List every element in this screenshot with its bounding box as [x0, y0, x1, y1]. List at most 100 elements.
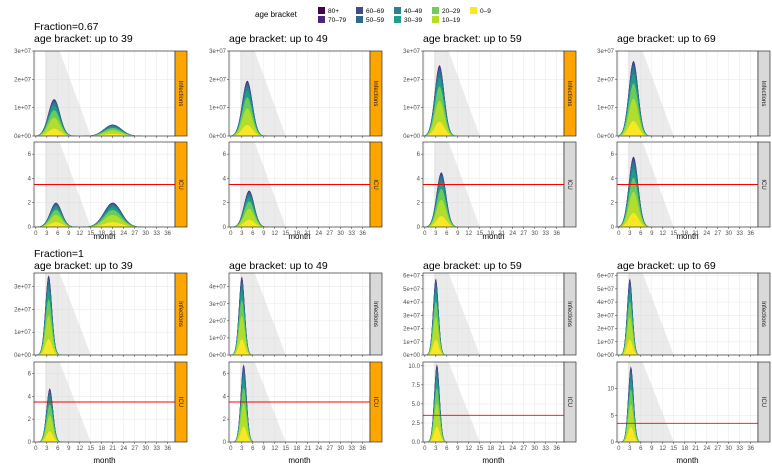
panel-background — [617, 273, 758, 355]
x-tick-label: 36 — [747, 446, 754, 452]
y-tick-label: 2e+07 — [209, 319, 227, 325]
x-tick-label: 24 — [703, 231, 710, 237]
legend-key-swatch — [318, 7, 325, 14]
y-tick-label: 4e+07 — [403, 300, 421, 306]
panel-subtitle: age bracket: up to 59 — [423, 260, 522, 272]
facet-strip-label: Infections — [372, 81, 378, 107]
facet-strip-label: ICU — [372, 179, 378, 189]
x-tick-label: 9 — [456, 446, 460, 452]
x-tick-label: 12 — [659, 446, 666, 452]
x-axis-label: month — [93, 456, 115, 464]
y-tick-label: 6e+07 — [597, 274, 615, 280]
y-tick-label: 10.0 — [408, 364, 420, 370]
x-tick-label: 15 — [282, 231, 289, 237]
x-tick-label: 18 — [681, 446, 688, 452]
y-tick-label: 3e+07 — [209, 302, 227, 308]
x-tick-label: 3 — [628, 446, 632, 452]
legend-key-swatch — [432, 16, 439, 23]
y-tick-label: 0e+00 — [403, 134, 421, 140]
legend-key-swatch — [356, 16, 363, 23]
x-tick-label: 3 — [434, 446, 438, 452]
y-tick-label: 1e+07 — [209, 106, 227, 112]
x-tick-label: 12 — [271, 446, 278, 452]
legend-key-label: 80+ — [328, 8, 339, 15]
y-tick-label: 4e+07 — [209, 285, 227, 291]
x-tick-label: 21 — [304, 231, 311, 237]
facet-strip — [174, 141, 188, 228]
facet-strip-label: Infections — [566, 301, 572, 327]
y-tick-label: 0e+00 — [209, 134, 227, 140]
gray-region — [627, 362, 674, 442]
facet-strip-label: Infections — [566, 81, 572, 107]
y-tick-label: 3e+07 — [14, 285, 32, 291]
x-tick-label: 33 — [542, 446, 549, 452]
panel-background — [423, 273, 564, 355]
x-tick-label: 9 — [262, 231, 266, 237]
x-tick-label: 0 — [423, 231, 427, 237]
facet-strip — [757, 361, 771, 443]
facet-strip-label: Infections — [372, 301, 378, 327]
facet-strip — [369, 141, 383, 228]
x-axis-label: month — [288, 232, 310, 241]
area-band — [618, 120, 757, 136]
y-tick-label: 2 — [417, 201, 421, 207]
y-tick-label: 3e+07 — [209, 49, 227, 55]
y-tick-label: 2.5 — [412, 421, 421, 427]
legend-key-swatch — [470, 7, 477, 14]
y-tick-label: 6 — [28, 152, 32, 158]
x-tick-label: 9 — [262, 446, 266, 452]
x-tick-label: 36 — [164, 231, 171, 237]
x-tick-label: 15 — [670, 231, 677, 237]
x-tick-label: 24 — [703, 446, 710, 452]
x-tick-label: 18 — [98, 231, 105, 237]
y-tick-label: 2e+07 — [14, 77, 32, 83]
legend-key-swatch — [356, 7, 363, 14]
x-tick-label: 0 — [229, 231, 233, 237]
x-tick-label: 30 — [337, 446, 344, 452]
x-tick-label: 24 — [120, 446, 127, 452]
x-tick-label: 21 — [498, 446, 505, 452]
x-tick-label: 24 — [315, 446, 322, 452]
facet-strip-label: Infections — [177, 301, 183, 327]
y-tick-label: 4 — [611, 176, 615, 182]
legend-key-swatch — [394, 7, 401, 14]
facet-strip-label: ICU — [177, 179, 183, 189]
x-tick-label: 30 — [725, 231, 732, 237]
y-tick-label: 4 — [417, 176, 421, 182]
facet-panel: 0e+00 1e+07 2e+07 3e+07 Infections — [14, 49, 188, 140]
x-tick-label: 27 — [714, 231, 721, 237]
x-tick-label: 21 — [109, 231, 116, 237]
facet-strip-label: ICU — [372, 397, 378, 407]
x-tick-label: 30 — [725, 446, 732, 452]
y-tick-label: 0 — [28, 225, 32, 231]
x-tick-label: 18 — [487, 446, 494, 452]
x-tick-label: 18 — [487, 231, 494, 237]
y-tick-label: 4 — [28, 394, 32, 400]
x-tick-label: 6 — [445, 231, 449, 237]
x-tick-label: 3 — [240, 231, 244, 237]
facet-strip-label: ICU — [566, 397, 572, 407]
legend-key-swatch — [432, 7, 439, 14]
facet-strip-label: Infections — [760, 81, 766, 107]
y-tick-label: 1e+07 — [209, 336, 227, 342]
y-tick-label: 3e+07 — [597, 313, 615, 319]
x-tick-label: 24 — [120, 231, 127, 237]
x-tick-label: 15 — [476, 231, 483, 237]
x-tick-label: 0 — [617, 446, 621, 452]
y-tick-label: 3e+07 — [403, 313, 421, 319]
x-tick-label: 21 — [304, 446, 311, 452]
legend-key-label: 70–79 — [328, 17, 346, 24]
x-tick-label: 9 — [456, 231, 460, 237]
panel-background — [423, 362, 564, 442]
y-tick-label: 2e+07 — [14, 307, 32, 313]
panel-subtitle: age bracket: up to 39 — [34, 260, 133, 272]
y-tick-label: 0e+00 — [597, 353, 615, 359]
panel-subtitle: age bracket: up to 69 — [617, 260, 716, 272]
facet-strip-label: Infections — [177, 81, 183, 107]
facet-strip — [369, 361, 383, 443]
x-tick-label: 15 — [476, 446, 483, 452]
